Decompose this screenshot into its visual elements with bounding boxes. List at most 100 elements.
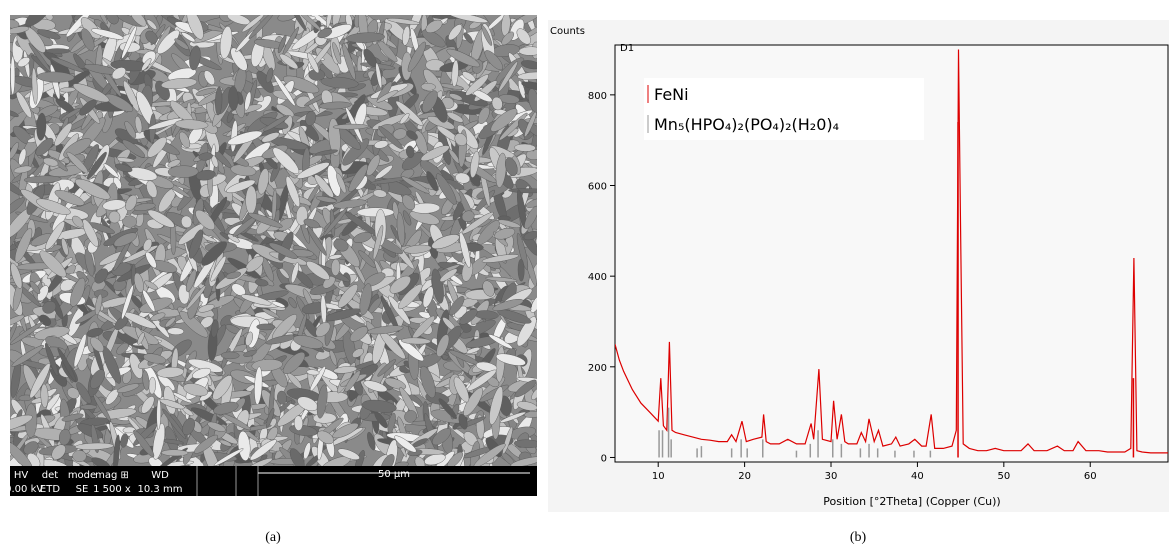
crystal	[517, 71, 537, 80]
crystal	[387, 412, 396, 434]
crystal	[406, 130, 418, 140]
crystal	[241, 15, 265, 33]
crystal	[210, 255, 227, 282]
crystal	[167, 327, 184, 335]
crystal	[377, 359, 396, 377]
crystal	[384, 377, 407, 390]
crystal	[414, 456, 426, 466]
crystal	[10, 197, 25, 216]
info-header: HV	[14, 470, 29, 481]
crystal	[106, 15, 119, 25]
crystal	[103, 163, 119, 178]
crystal	[485, 276, 518, 283]
crystal	[157, 29, 180, 55]
crystal	[518, 46, 537, 56]
legend-label: Mn₅(HPO₄)₂(PO₄)₂(H₂0)₄	[654, 115, 839, 134]
crystal	[277, 15, 299, 22]
crystal	[18, 148, 27, 166]
crystal	[10, 56, 16, 95]
crystal	[426, 171, 439, 192]
crystal	[425, 19, 443, 34]
crystal	[374, 140, 389, 149]
crystal	[517, 258, 525, 282]
crystal	[285, 176, 301, 208]
crystal	[86, 151, 107, 180]
crystal	[124, 121, 137, 139]
y-tick-label: 600	[588, 182, 607, 193]
y-tick-label: 800	[588, 91, 607, 102]
crystal	[147, 209, 175, 228]
crystal	[170, 221, 177, 256]
x-tick-label: 20	[738, 471, 751, 482]
crystal	[498, 61, 518, 92]
crystal	[150, 312, 166, 322]
crystal	[142, 370, 150, 391]
crystal	[93, 394, 111, 422]
crystal	[189, 45, 201, 71]
crystal	[256, 323, 276, 331]
crystal	[10, 19, 20, 29]
crystal	[122, 215, 137, 228]
crystal	[122, 426, 136, 434]
crystal	[282, 75, 320, 94]
crystal	[29, 363, 51, 399]
crystal	[25, 15, 50, 27]
crystal	[167, 159, 181, 168]
crystal	[354, 449, 365, 466]
crystal	[90, 369, 105, 389]
info-header: mag ⊞	[95, 470, 129, 481]
crystal	[185, 269, 197, 292]
crystal	[530, 295, 537, 313]
crystal	[181, 215, 193, 229]
crystal	[353, 232, 372, 244]
crystal	[358, 250, 376, 268]
crystal	[380, 454, 395, 466]
info-value: SE	[76, 484, 89, 495]
x-axis-title: Position [°2Theta] (Copper (Cu))	[823, 495, 1000, 508]
crystal	[143, 238, 153, 252]
sem-image	[10, 15, 537, 466]
crystal	[488, 334, 513, 349]
crystal	[513, 439, 537, 449]
x-tick-label: 40	[911, 471, 924, 482]
crystal	[320, 76, 359, 89]
info-value: ETD	[40, 484, 60, 495]
crystal	[57, 347, 77, 382]
crystal	[116, 342, 129, 355]
crystal	[520, 60, 537, 70]
x-tick-label: 60	[1084, 471, 1097, 482]
crystal	[378, 126, 403, 150]
crystal	[146, 19, 158, 30]
crystal	[432, 428, 452, 446]
info-value: 10.3 mm	[138, 484, 183, 495]
crystal	[446, 111, 464, 123]
crystal	[120, 433, 129, 448]
crystal	[516, 232, 529, 270]
crystal	[288, 297, 297, 309]
crystal	[84, 248, 95, 277]
crystal	[220, 351, 240, 360]
crystal	[98, 15, 108, 25]
crystal	[79, 99, 97, 116]
x-tick-label: 10	[652, 471, 665, 482]
crystal	[387, 18, 420, 25]
crystal	[312, 412, 337, 424]
crystal	[404, 410, 417, 423]
crystal	[179, 310, 209, 338]
crystal	[226, 179, 256, 194]
crystal	[402, 210, 412, 226]
crystal	[10, 110, 19, 118]
crystal	[352, 348, 364, 358]
panel-label: (a)	[265, 530, 281, 545]
crystal	[523, 411, 537, 418]
crystal	[162, 408, 187, 439]
crystal	[14, 227, 33, 263]
crystal	[303, 442, 311, 460]
crystal	[422, 286, 434, 308]
crystal	[531, 387, 537, 401]
crystal	[240, 294, 272, 306]
info-header: WD	[151, 470, 169, 481]
crystal	[356, 207, 395, 218]
info-value: 20.00 kV	[0, 484, 43, 495]
crystal	[72, 450, 87, 463]
